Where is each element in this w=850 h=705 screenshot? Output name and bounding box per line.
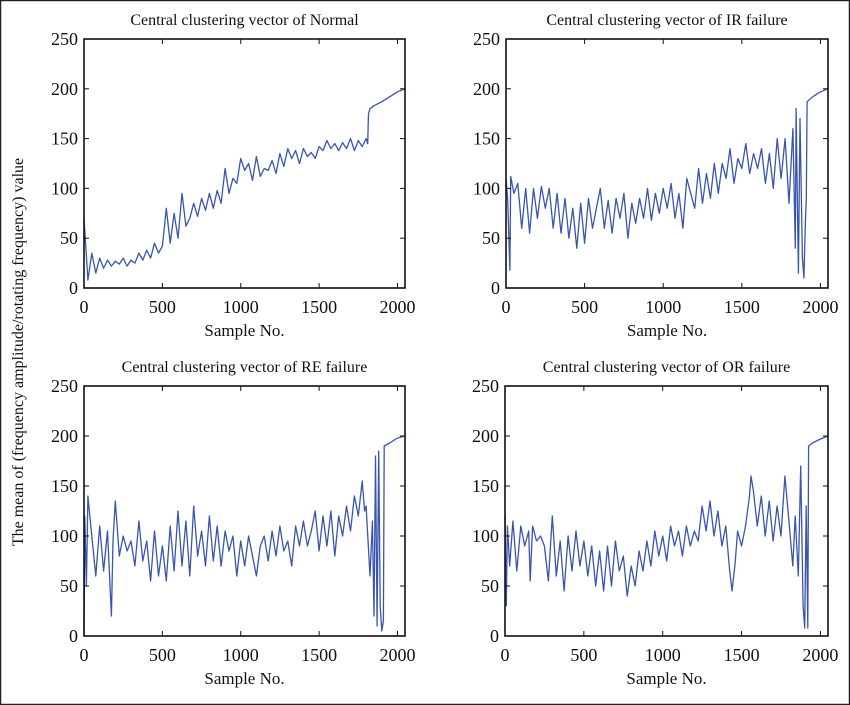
x-axis-label: Sample No. [204, 321, 284, 340]
y-tick-label: 0 [491, 278, 500, 298]
y-tick-label: 50 [60, 576, 78, 596]
y-tick-label: 200 [473, 79, 500, 99]
subplot-title: Central clustering vector of Normal [130, 12, 359, 29]
subplot-3: 0 500 1000 1500 2000 0 50 100 150 200 250 Central c… [51, 359, 415, 688]
x-tick-label: 0 [80, 645, 89, 665]
plot-frame [83, 385, 406, 637]
y-tick-label: 250 [472, 376, 499, 396]
y-tick-label: 250 [51, 29, 78, 49]
x-tick-label: 1500 [301, 645, 337, 665]
plot-frame [83, 38, 406, 289]
y-tick-label: 100 [51, 526, 78, 546]
y-tick-label: 100 [51, 178, 78, 198]
x-tick-label: 2000 [802, 645, 838, 665]
series-line [83, 435, 406, 637]
plot-frame [504, 385, 829, 637]
y-tick-label: 50 [60, 228, 78, 248]
series-line [83, 88, 406, 281]
x-axis-label: Sample No. [627, 321, 707, 340]
x-tick-label: 2000 [379, 645, 415, 665]
x-tick-label: 0 [80, 297, 89, 317]
y-tick-label: 150 [51, 476, 78, 496]
x-tick-label: 1000 [223, 645, 259, 665]
subplot-title: Central clustering vector of OR failure [543, 359, 790, 376]
y-tick-label: 150 [473, 129, 500, 149]
x-tick-label: 2000 [379, 297, 415, 317]
plot-frame [505, 38, 829, 289]
x-tick-label: 1500 [724, 297, 760, 317]
x-tick-label: 1000 [645, 645, 681, 665]
y-tick-label: 0 [69, 626, 78, 646]
subplot-1: 0 500 1000 1500 2000 0 50 100 150 200 250 Central c… [51, 12, 415, 340]
x-tick-label: 500 [149, 645, 176, 665]
y-tick-label: 50 [481, 576, 499, 596]
x-tick-label: 1500 [301, 297, 337, 317]
x-axis-label: Sample No. [626, 669, 706, 688]
subplot-title: Central clustering vector of IR failure [546, 12, 787, 29]
y-tick-label: 100 [472, 526, 499, 546]
y-tick-label: 150 [51, 129, 78, 149]
x-tick-label: 1000 [223, 297, 259, 317]
x-tick-label: 0 [501, 645, 510, 665]
series-line [505, 88, 829, 279]
y-tick-label: 200 [51, 426, 78, 446]
y-tick-label: 0 [69, 278, 78, 298]
y-tick-label: 200 [51, 79, 78, 99]
y-tick-label: 250 [473, 29, 500, 49]
x-tick-label: 500 [570, 645, 597, 665]
x-tick-label: 500 [149, 297, 176, 317]
x-tick-label: 0 [502, 297, 511, 317]
series-line [504, 435, 829, 629]
y-tick-label: 150 [472, 476, 499, 496]
subplot-title: Central clustering vector of RE failure [122, 359, 368, 376]
y-tick-label: 250 [51, 376, 78, 396]
x-tick-label: 1000 [645, 297, 681, 317]
x-tick-label: 500 [571, 297, 598, 317]
x-tick-label: 1500 [724, 645, 760, 665]
x-axis-label: Sample No. [204, 669, 284, 688]
x-tick-label: 2000 [802, 297, 838, 317]
y-tick-label: 50 [482, 228, 500, 248]
y-tick-label: 0 [490, 626, 499, 646]
y-tick-label: 100 [473, 178, 500, 198]
y-tick-label: 200 [472, 426, 499, 446]
subplot-4: 0 500 1000 1500 2000 0 50 100 150 200 250 Central c… [472, 359, 838, 688]
subplot-2: 0 500 1000 1500 2000 0 50 100 150 200 250 Central c… [473, 12, 838, 340]
shared-y-axis-label: The mean of (frequency amplitude/rotatin… [10, 158, 27, 546]
